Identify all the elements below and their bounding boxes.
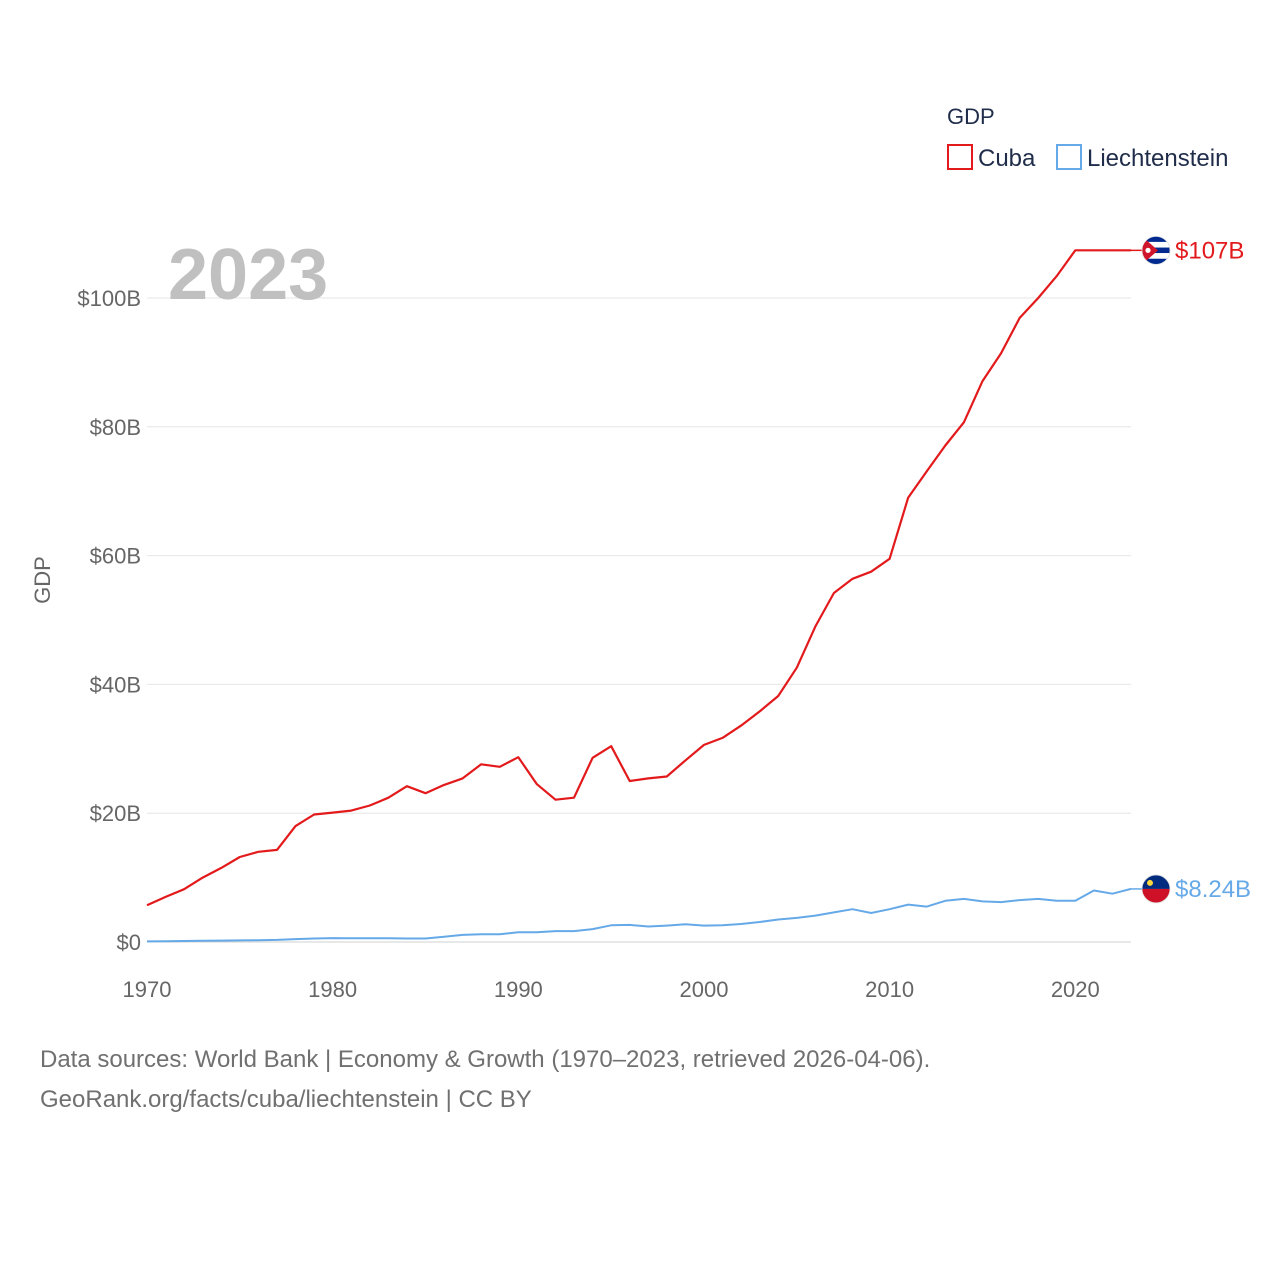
x-tick-label: 2000 <box>680 977 729 1002</box>
end-markers: $107B $8.24B <box>1131 235 1251 904</box>
footer: Data sources: World Bank | Economy & Gro… <box>40 1040 930 1120</box>
source-link[interactable]: GeoRank.org/facts/cuba/liechtenstein | C… <box>40 1086 532 1113</box>
series-lines <box>146 249 1132 943</box>
x-tick-label: 2020 <box>1051 977 1100 1002</box>
data-sources-text: Data sources: World Bank | Economy & Gro… <box>40 1046 931 1073</box>
x-axis-ticks: 1970 1980 1990 2000 2010 2020 <box>123 977 1100 1002</box>
legend-swatch-liechtenstein <box>1056 144 1082 170</box>
y-tick-label: $0 <box>117 930 141 955</box>
y-axis-ticks: $0 $20B $40B $60B $80B $100B <box>77 286 141 955</box>
series-line-cuba <box>146 249 1131 907</box>
legend-label-liechtenstein: Liechtenstein <box>1087 145 1228 172</box>
x-tick-label: 1990 <box>494 977 543 1002</box>
cuba-flag <box>1141 235 1171 265</box>
year-label: 2023 <box>168 235 328 315</box>
end-value-label-cuba: $107B <box>1175 237 1244 264</box>
x-tick-label: 2010 <box>865 977 914 1002</box>
legend-item-liechtenstein[interactable]: Liechtenstein <box>1056 144 1228 172</box>
x-tick-label: 1970 <box>123 977 172 1002</box>
liechtenstein-flag <box>1141 874 1171 904</box>
y-tick-label: $20B <box>90 801 141 826</box>
legend-label-cuba: Cuba <box>978 145 1036 172</box>
y-tick-label: $40B <box>90 672 141 697</box>
y-tick-label: $80B <box>90 415 141 440</box>
gridlines <box>147 297 1131 943</box>
gdp-line-chart: $0 $20B $40B $60B $80B $100B 1970 1980 1990 2000… <box>30 104 1251 1002</box>
x-tick-label: 1980 <box>308 977 357 1002</box>
y-tick-label: $100B <box>77 286 141 311</box>
y-tick-label: $60B <box>90 544 141 569</box>
series-line-liechtenstein <box>146 887 1132 943</box>
y-axis-title: GDP <box>30 556 55 604</box>
legend-title: GDP <box>947 104 995 129</box>
legend-item-cuba[interactable]: Cuba <box>947 144 1036 172</box>
legend-swatch-cuba <box>947 144 973 170</box>
end-value-label-liechtenstein: $8.24B <box>1175 876 1251 903</box>
